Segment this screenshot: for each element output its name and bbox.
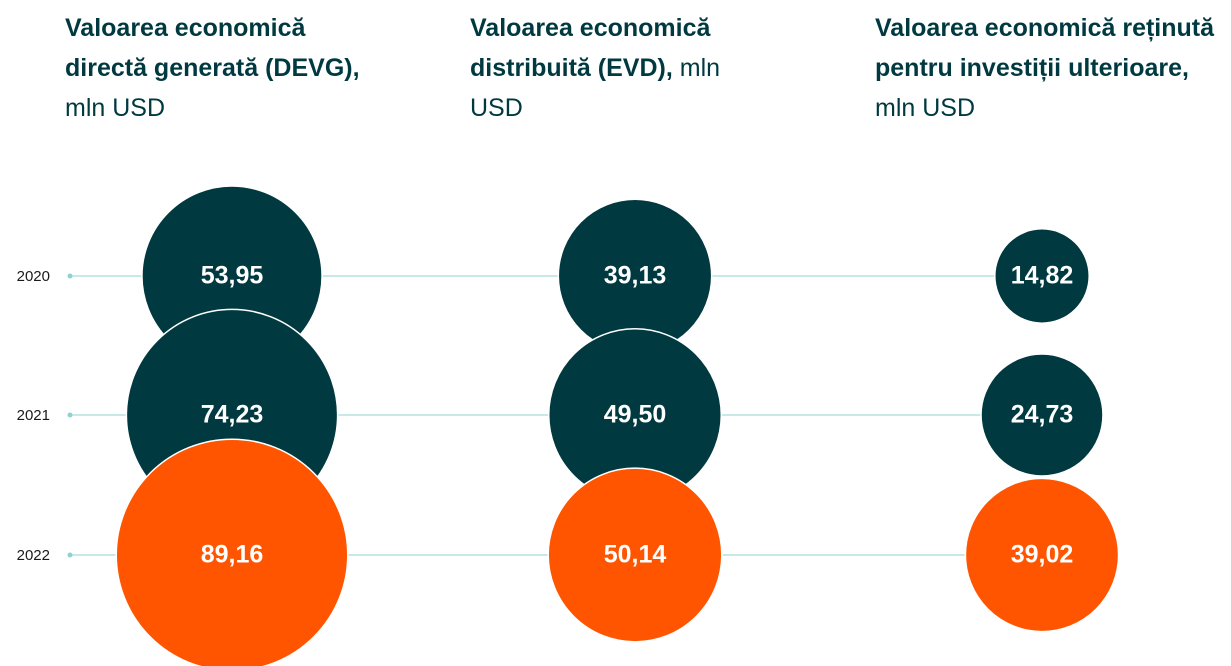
header-title: Valoarea economică directă generată (DEV… bbox=[65, 14, 360, 82]
row-dot bbox=[67, 273, 73, 279]
value-label: 39,13 bbox=[604, 262, 667, 290]
value-label: 39,02 bbox=[1011, 541, 1074, 569]
header-unit: mln USD bbox=[875, 94, 976, 122]
value-label: 53,95 bbox=[201, 262, 264, 290]
value-label: 74,23 bbox=[201, 401, 264, 429]
header-title: Valoarea economică distribuită (EVD), bbox=[470, 14, 711, 82]
column-header: Valoarea economică directă generată (DEV… bbox=[65, 8, 375, 128]
column-header: Valoarea economică reținută pentru inves… bbox=[875, 8, 1225, 128]
header-title: Valoarea economică reținută pentru inves… bbox=[875, 14, 1215, 82]
year-label: 2020 bbox=[17, 268, 50, 285]
bubble bbox=[115, 438, 349, 666]
value-label: 14,82 bbox=[1011, 262, 1074, 290]
bubble bbox=[547, 467, 723, 643]
bubble bbox=[980, 353, 1104, 477]
value-label: 50,14 bbox=[604, 541, 667, 569]
header-unit: mln USD bbox=[65, 94, 166, 122]
value-label: 89,16 bbox=[201, 541, 264, 569]
row-dot bbox=[67, 552, 73, 558]
year-label: 2021 bbox=[17, 407, 50, 424]
value-label: 49,50 bbox=[604, 401, 667, 429]
header-unit: mln USD bbox=[470, 54, 721, 122]
year-label: 2022 bbox=[17, 547, 50, 564]
value-label: 24,73 bbox=[1011, 401, 1074, 429]
row-dot bbox=[67, 412, 73, 418]
bubble bbox=[964, 477, 1120, 633]
column-header: Valoarea economică distribuită (EVD), ml… bbox=[470, 8, 755, 128]
bubble bbox=[994, 228, 1090, 324]
